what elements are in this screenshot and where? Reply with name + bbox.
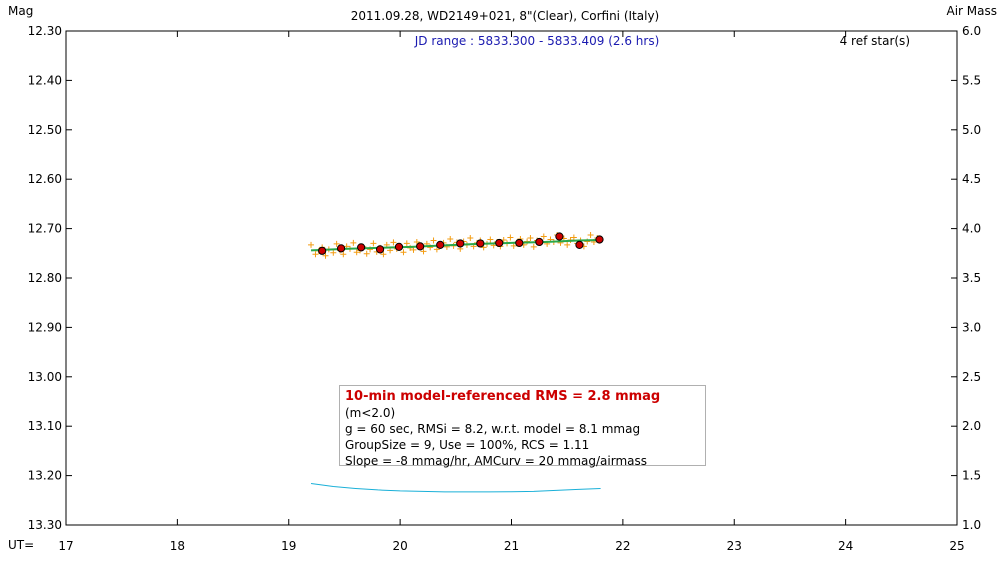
raw-point (350, 239, 357, 246)
group-average-point (436, 240, 445, 250)
right-axis-title: Air Mass (946, 4, 997, 18)
raw-point (353, 249, 360, 256)
raw-point (403, 240, 410, 247)
raw-point (433, 246, 440, 253)
raw-point (413, 238, 420, 245)
raw-point (370, 240, 377, 247)
x-axis-label: UT= (8, 538, 34, 552)
group-average-point (318, 246, 327, 255)
y-right-tick-label: 4.0 (962, 222, 981, 236)
raw-point (330, 249, 337, 256)
x-tick-label: 24 (838, 539, 853, 553)
group-average-point (336, 244, 346, 253)
x-tick-label: 21 (504, 539, 519, 553)
left-axis-title: Mag (8, 4, 33, 18)
x-tick-label: 20 (392, 539, 407, 553)
raw-point (467, 234, 474, 241)
x-tick-label: 19 (281, 539, 296, 553)
y-right-tick-label: 3.0 (962, 320, 981, 334)
stats-line-4: Slope = -8 mmag/hr, AMCurv = 20 mmag/air… (345, 454, 648, 468)
group-average-point (515, 238, 524, 248)
y-left-tick-label: 13.30 (28, 518, 62, 532)
y-left-tick-label: 12.30 (28, 24, 62, 38)
raw-point (507, 234, 514, 241)
stats-rms-value: 10-min model-referenced RMS = 2.8 mmag (345, 389, 661, 404)
jd-range-label: JD range : 5833.300 - 5833.409 (2.6 hrs) (414, 34, 660, 48)
x-tick-label: 25 (949, 539, 964, 553)
group-average-point (394, 242, 404, 251)
chart-title: 2011.09.28, WD2149+021, 8"(Clear), Corfi… (351, 9, 659, 23)
plot-area: 17 18 19 20 21 22 23 24 25 12.30 12.40 12.50 12.60 12… (28, 24, 981, 553)
raw-point (510, 242, 517, 249)
raw-point (340, 251, 347, 258)
y-right-tick-label: 1.0 (962, 518, 981, 532)
x-tick-label: 22 (615, 539, 630, 553)
model-line (310, 238, 601, 252)
raw-point (564, 241, 571, 248)
raw-point (487, 236, 494, 243)
raw-point (322, 252, 329, 259)
group-average-point (595, 235, 604, 244)
group-average-point (476, 239, 485, 248)
raw-point (312, 251, 319, 258)
y-right-tick-label: 2.0 (962, 419, 981, 433)
group-average-point (575, 240, 584, 250)
y-left-tick-label: 12.70 (28, 222, 62, 236)
raw-point (447, 235, 454, 242)
group-average-point (535, 237, 544, 247)
y-right-tick-label: 1.5 (962, 469, 981, 483)
stats-line-3: GroupSize = 9, Use = 100%, RCS = 1.11 (345, 438, 590, 452)
y-left-tick-label: 13.20 (28, 469, 62, 483)
y-left-tick-label: 12.80 (28, 271, 62, 285)
raw-point (527, 234, 534, 241)
raw-point (570, 234, 577, 241)
raw-point (333, 240, 340, 247)
group-average-point (456, 239, 465, 248)
y-right-tick-label: 3.5 (962, 271, 981, 285)
stats-rms-note: (m<2.0) (345, 406, 396, 420)
airmass-curve (310, 483, 601, 493)
raw-point (420, 248, 427, 255)
y-left-tick-label: 12.50 (28, 123, 62, 137)
raw-point (540, 233, 547, 240)
y-left-tick-label: 12.40 (28, 73, 62, 87)
raw-point (410, 246, 417, 253)
x-tick-label: 23 (727, 539, 742, 553)
group-average-point (555, 232, 564, 241)
y-right-tick-label: 5.0 (962, 123, 981, 137)
x-tick-label: 18 (170, 539, 185, 553)
group-average-point (375, 245, 385, 254)
raw-point (400, 249, 407, 256)
stats-line-2: g = 60 sec, RMSi = 8.2, w.r.t. model = 8… (345, 422, 641, 436)
raw-point (363, 250, 370, 257)
group-average-point (416, 242, 425, 251)
y-left-tick-label: 12.90 (28, 320, 62, 334)
raw-point (530, 243, 537, 250)
raw-point (390, 239, 397, 246)
raw-point (430, 237, 437, 244)
stats-box: 10-min model-referenced RMS = 2.8 mmag (… (339, 385, 706, 468)
y-left-tick-label: 12.60 (28, 172, 62, 186)
y-left-tick-label: 13.00 (28, 370, 62, 384)
group-average-point (357, 243, 366, 252)
raw-point (308, 241, 315, 248)
stats-rms-line: 10-min model-referenced RMS = 2.8 mmag (… (345, 388, 705, 421)
raw-point (380, 251, 387, 258)
y-left-tick-label: 13.10 (28, 419, 62, 433)
group-average-point (495, 238, 504, 248)
ref-stars-label: 4 ref star(s) (840, 34, 910, 48)
y-right-tick-label: 2.5 (962, 370, 981, 384)
y-right-tick-label: 4.5 (962, 172, 981, 186)
y-right-tick-label: 5.5 (962, 73, 981, 87)
x-tick-label: 17 (58, 539, 73, 553)
raw-point (587, 232, 594, 239)
y-right-tick-label: 6.0 (962, 24, 981, 38)
